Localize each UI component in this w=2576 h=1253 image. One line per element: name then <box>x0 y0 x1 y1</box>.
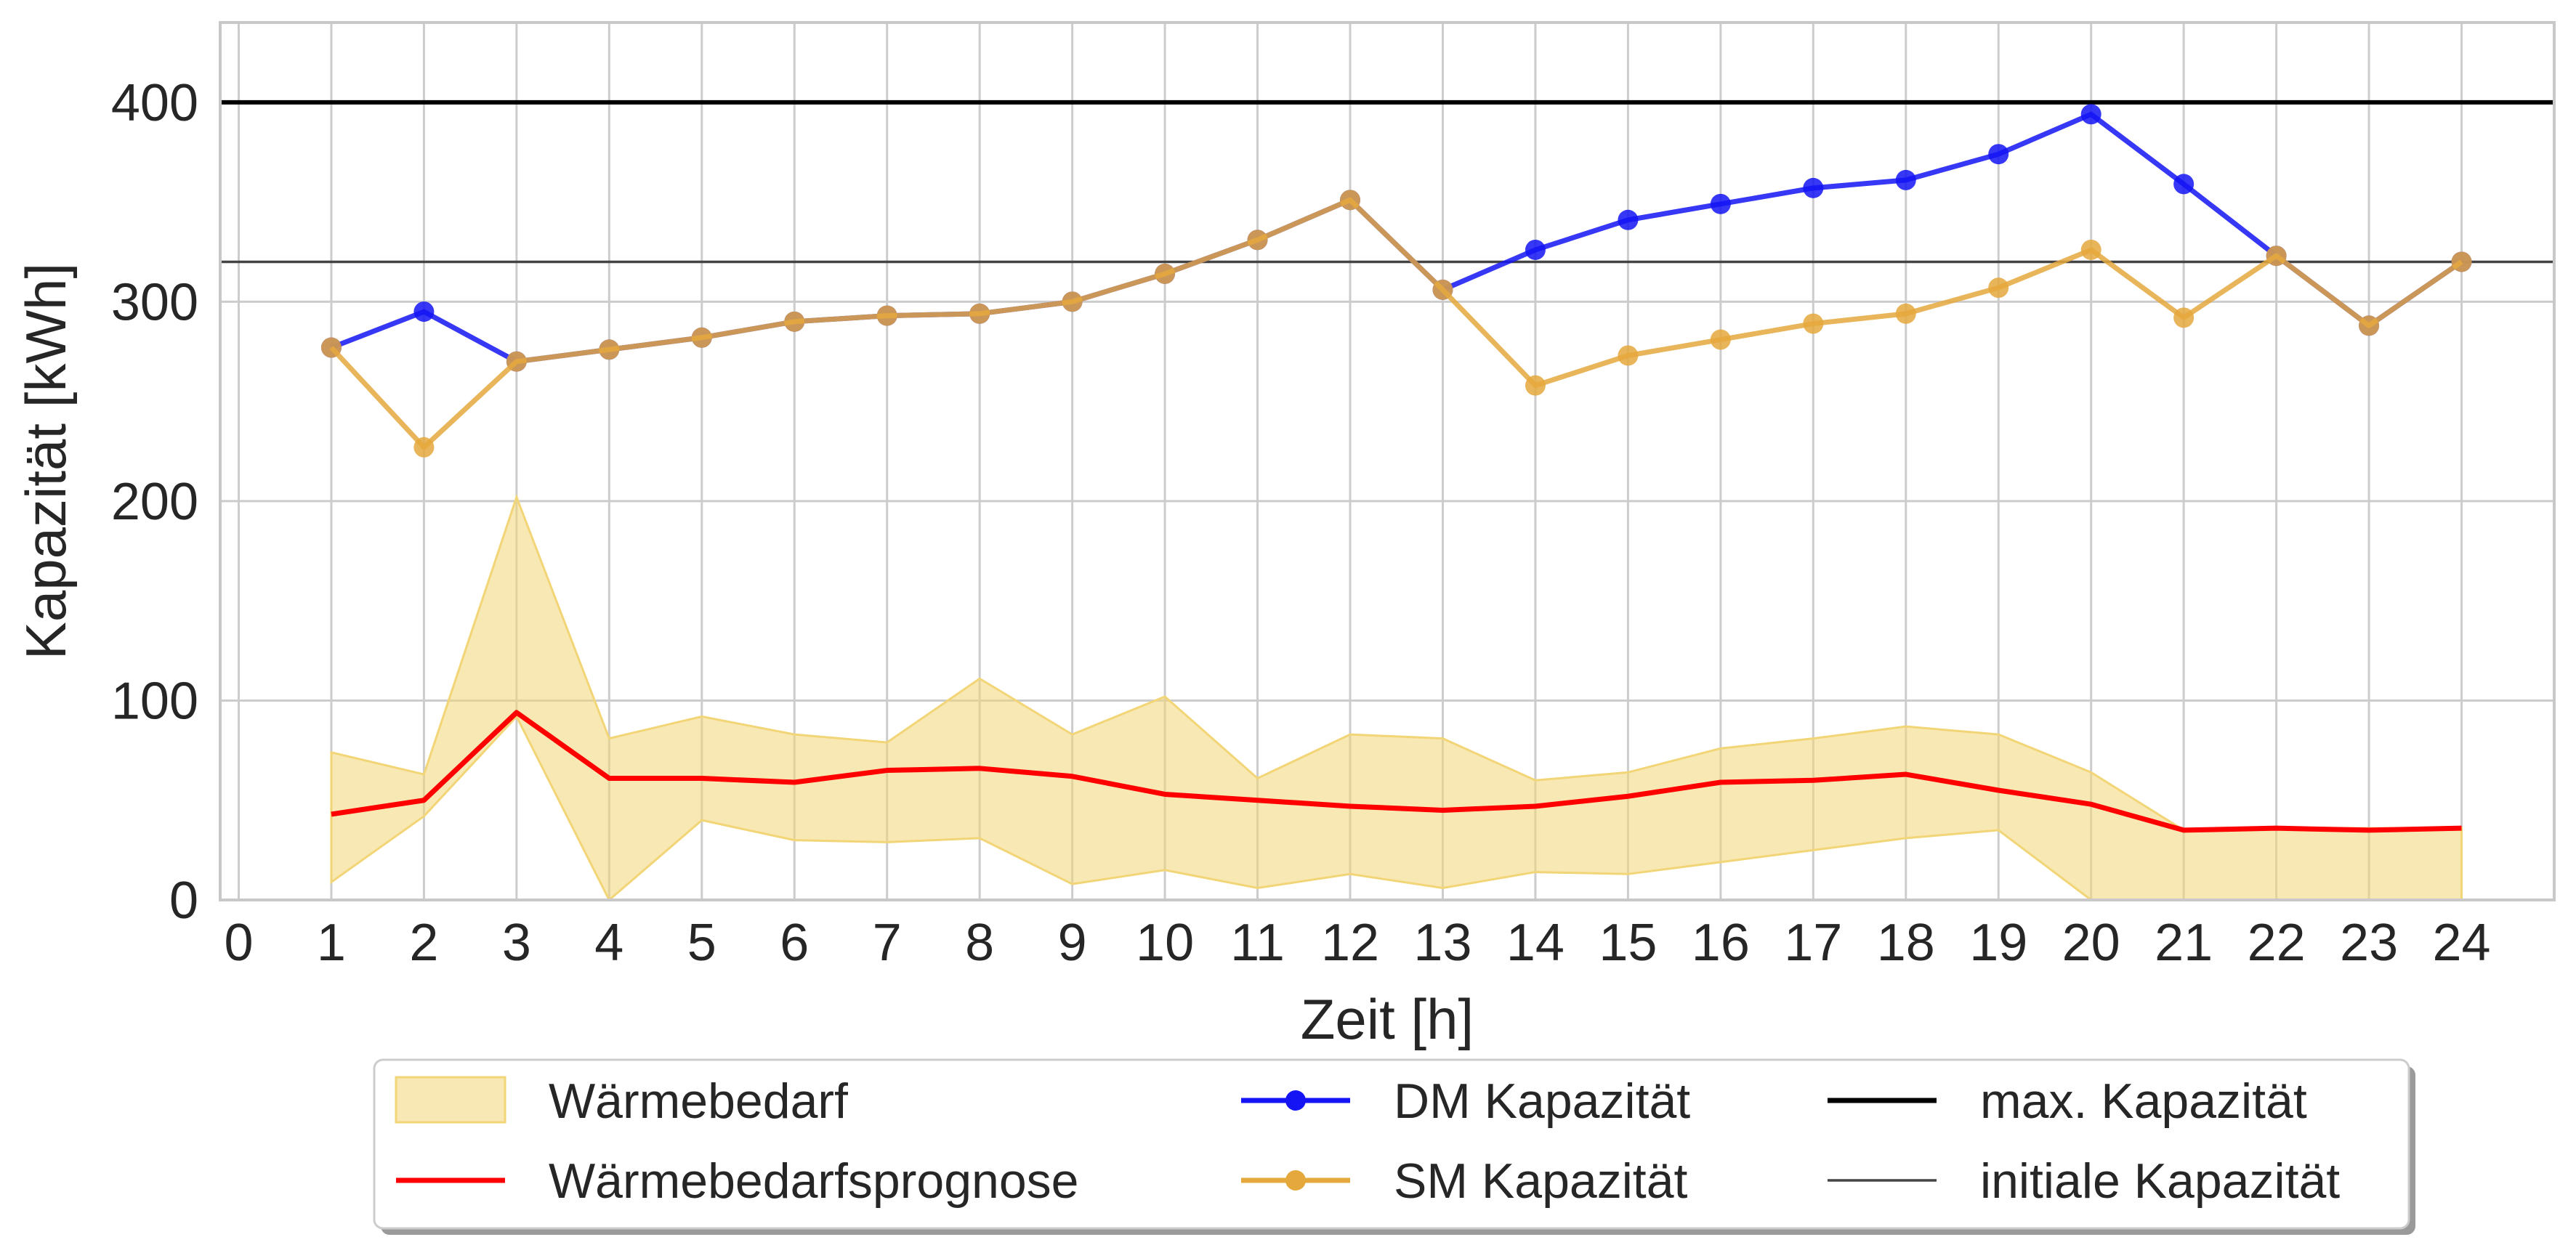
x-tick-label: 12 <box>1321 914 1379 972</box>
data-point <box>2359 315 2380 336</box>
data-point <box>1710 193 1731 214</box>
data-point <box>599 339 620 360</box>
legend-label: max. Kapazität <box>1980 1074 2307 1129</box>
legend-item: initiale Kapazität <box>1828 1153 2340 1209</box>
data-point <box>1618 209 1639 230</box>
x-axis-label: Zeit [h] <box>1301 987 1474 1051</box>
legend-item: DM Kapazität <box>1241 1074 1690 1129</box>
legend-label: Wärmebedarf <box>549 1074 848 1129</box>
legend-label: initiale Kapazität <box>1980 1153 2340 1209</box>
data-point <box>2451 251 2472 272</box>
data-point <box>1062 291 1083 312</box>
x-tick-label: 8 <box>965 914 994 972</box>
series <box>320 104 2472 833</box>
data-point <box>506 351 527 372</box>
x-tick-label: 24 <box>2432 914 2490 972</box>
plot-frame <box>219 21 2556 901</box>
band-area <box>330 493 2463 902</box>
x-tick-label: 14 <box>1506 914 1564 972</box>
x-tick-label: 1 <box>317 914 346 972</box>
legend-label: SM Kapazität <box>1394 1153 1688 1209</box>
x-tick-label: 17 <box>1784 914 1842 972</box>
data-point <box>2266 246 2287 267</box>
x-tick-label: 18 <box>1877 914 1935 972</box>
x-tick-label: 3 <box>502 914 531 972</box>
data-point <box>1247 230 1268 251</box>
x-tick-label: 0 <box>224 914 253 972</box>
heat-demand-band <box>330 493 2463 902</box>
y-tick-label: 400 <box>111 74 198 132</box>
legend-marker <box>1285 1170 1306 1191</box>
data-point <box>691 327 712 348</box>
data-point <box>1618 345 1639 366</box>
x-tick-label: 22 <box>2248 914 2306 972</box>
reference-lines <box>220 100 2554 264</box>
legend: Wärmebedarf Wärmebedarfsprognose DM Kapazi… <box>373 1058 2415 1235</box>
x-tick-label: 11 <box>1230 914 1285 972</box>
series-line <box>331 710 2462 833</box>
y-tick-label: 200 <box>111 473 198 531</box>
data-point <box>876 305 897 326</box>
data-point <box>1340 190 1361 211</box>
x-tick-label: 16 <box>1692 914 1750 972</box>
legend-label: DM Kapazität <box>1394 1074 1690 1129</box>
data-point <box>2080 104 2101 125</box>
series-line <box>330 111 2463 365</box>
data-point <box>2173 307 2195 328</box>
data-point <box>1988 144 2009 165</box>
y-tick-label: 100 <box>111 672 198 730</box>
data-point <box>2080 239 2101 260</box>
data-point <box>413 301 435 323</box>
series-line <box>329 197 2463 450</box>
data-point <box>1895 303 1916 324</box>
x-tick-label: 5 <box>687 914 716 972</box>
data-point <box>784 311 805 332</box>
data-point <box>413 437 435 458</box>
legend-item: Wärmebedarf <box>395 1074 848 1129</box>
data-point <box>1710 329 1731 350</box>
data-point <box>1525 239 1546 260</box>
x-tick-label: 6 <box>780 914 809 972</box>
x-tick-label: 10 <box>1136 914 1194 972</box>
series-2 <box>320 190 2472 458</box>
legend-label: Wärmebedarfsprognose <box>549 1153 1078 1209</box>
data-point <box>1432 279 1453 300</box>
y-tick-label: 300 <box>111 273 198 331</box>
data-point <box>2173 174 2195 195</box>
legend-item: max. Kapazität <box>1828 1074 2307 1129</box>
data-point <box>320 337 342 358</box>
x-tick-label: 20 <box>2062 914 2120 972</box>
y-tick-labels: 0 100 200 300 400 <box>111 74 198 930</box>
x-tick-label: 7 <box>873 914 902 972</box>
x-tick-label: 13 <box>1413 914 1471 972</box>
legend-item: SM Kapazität <box>1241 1153 1688 1209</box>
data-point <box>1988 277 2009 299</box>
x-tick-label: 2 <box>409 914 438 972</box>
x-tick-label: 15 <box>1599 914 1657 972</box>
legend-marker <box>1285 1090 1306 1111</box>
data-point <box>1155 263 1176 284</box>
legend-item: Wärmebedarfsprognose <box>396 1153 1078 1209</box>
data-point <box>1803 177 1824 198</box>
series-0 <box>331 710 2462 833</box>
x-tick-label: 19 <box>1969 914 2027 972</box>
x-tick-label: 4 <box>594 914 623 972</box>
x-tick-label: 9 <box>1058 914 1087 972</box>
x-tick-label: 23 <box>2340 914 2398 972</box>
data-point <box>1803 313 1824 334</box>
x-tick-labels: 0 1 2 3 4 5 6 7 8 9 10 11 12 13 14 15 16 17 18 19 20 21 22 23 24 <box>224 914 2490 972</box>
y-axis-label: Kapazität [kWh] <box>14 263 78 660</box>
data-point <box>1895 169 1916 190</box>
data-point <box>969 303 990 324</box>
y-tick-label: 0 <box>169 872 198 930</box>
series-1 <box>320 104 2472 372</box>
legend-swatch <box>395 1076 506 1124</box>
x-tick-label: 21 <box>2155 914 2213 972</box>
data-point <box>1525 375 1546 396</box>
